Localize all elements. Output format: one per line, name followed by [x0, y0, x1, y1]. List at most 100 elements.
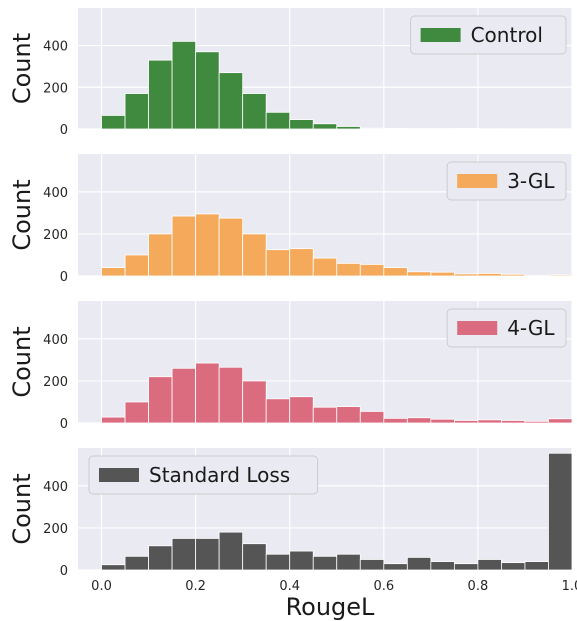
histogram-bar	[383, 417, 408, 424]
histogram-bar	[406, 556, 432, 571]
histogram-bar	[477, 559, 502, 571]
panel-4: 0 200 400 Count Standard Loss 0.0 0.2 0.4 0.6 0.8…	[8, 448, 577, 594]
histogram-bar	[265, 249, 291, 277]
histogram-bar	[524, 561, 549, 571]
histogram-bar	[453, 420, 479, 424]
histogram-bar	[148, 233, 173, 277]
histogram-bar	[242, 93, 267, 130]
y-tick-label: 400	[43, 333, 68, 348]
histogram-bar	[124, 401, 149, 424]
legend: 4-GL	[446, 308, 567, 348]
histogram-bar	[477, 273, 502, 277]
histogram-bar	[383, 267, 408, 277]
y-tick-label: 0	[60, 270, 68, 285]
histogram-bar	[171, 40, 197, 130]
histogram-bar	[218, 366, 244, 424]
histogram-bar	[218, 531, 244, 571]
y-tick-label: 0	[60, 123, 68, 138]
histogram-bar	[242, 233, 267, 277]
x-tick-label: 0.6	[373, 579, 394, 594]
legend-box	[446, 308, 567, 348]
y-axis-label: Count	[8, 179, 36, 250]
histogram-bar	[406, 417, 432, 424]
y-tick-label: 0	[60, 564, 68, 579]
histogram-bar	[336, 553, 361, 571]
x-axis-label: RougeL	[286, 593, 375, 621]
histogram-bar	[171, 367, 197, 424]
histogram-bar	[312, 555, 338, 571]
histogram-bar	[289, 248, 314, 277]
histogram-bar	[383, 127, 408, 130]
panel-3: 0 200 400 Count 4-GL	[8, 301, 573, 432]
legend-label: 4-GL	[507, 316, 555, 340]
legend: Standard Loss	[88, 455, 319, 495]
legend-box	[446, 161, 567, 201]
y-tick-label: 200	[43, 81, 68, 96]
histogram-bar	[289, 396, 314, 424]
histogram-bar	[336, 406, 361, 424]
legend-box	[410, 15, 567, 55]
histogram-bar	[383, 563, 408, 571]
y-axis-label: Count	[8, 473, 36, 544]
histogram-bar	[242, 380, 267, 424]
histogram-bar	[336, 126, 361, 130]
histogram-bar	[218, 72, 244, 130]
histogram-bar	[501, 420, 526, 424]
x-tick-label: 0.4	[279, 579, 300, 594]
histogram-bar	[289, 550, 314, 571]
histogram-bar	[524, 420, 549, 424]
legend-swatch	[99, 468, 139, 482]
histogram-bar	[359, 264, 385, 277]
legend-label: Control	[471, 23, 543, 47]
histogram-bar	[195, 51, 220, 130]
histogram-bar	[336, 262, 361, 277]
y-axis-label: Count	[8, 33, 36, 104]
legend-swatch	[420, 28, 461, 42]
histogram-bar	[430, 271, 455, 277]
histogram-bar	[195, 538, 220, 571]
histogram-bar	[501, 562, 526, 571]
x-tick-label: 0.2	[185, 579, 206, 594]
histogram-bar	[430, 418, 455, 424]
y-tick-label: 200	[43, 522, 68, 537]
legend-label: 3-GL	[507, 169, 555, 193]
histogram-bar	[171, 215, 197, 277]
x-tick-label: 0.8	[468, 579, 489, 594]
histogram-bar	[101, 564, 126, 571]
histogram-bar	[148, 59, 173, 130]
histogram-bar	[453, 127, 479, 130]
histogram-bar	[289, 119, 314, 130]
y-tick-label: 400	[43, 480, 68, 495]
histogram-bar	[148, 376, 173, 424]
legend-label: Standard Loss	[149, 463, 290, 487]
histogram-bar	[101, 115, 126, 130]
y-tick-label: 200	[43, 228, 68, 243]
histogram-bar	[195, 213, 220, 277]
histogram-bar	[548, 418, 573, 424]
histogram-bar	[265, 553, 291, 571]
legend-swatch	[457, 321, 498, 335]
histogram-bar	[359, 559, 385, 571]
histogram-bar	[406, 271, 432, 277]
histogram-bar	[359, 127, 385, 130]
histogram-bar	[312, 406, 338, 424]
histogram-bar	[195, 362, 220, 424]
histogram-bar	[477, 419, 502, 424]
y-axis-label: Count	[8, 326, 36, 397]
histogram-bar	[501, 273, 526, 277]
histogram-bar	[548, 274, 573, 277]
y-tick-label: 0	[60, 417, 68, 432]
legend-box	[88, 455, 319, 495]
histogram-bar	[101, 267, 126, 277]
legend: Control	[410, 15, 567, 55]
y-tick-label: 400	[43, 186, 68, 201]
histogram-bar	[124, 555, 149, 571]
histogram-bar	[242, 543, 267, 571]
x-tick-label: 0.0	[91, 579, 112, 594]
panel-1: 0 200 400 Count Control	[8, 8, 573, 138]
histogram-bar	[548, 452, 573, 571]
histogram-bar	[453, 273, 479, 277]
histogram-bar	[124, 254, 149, 277]
x-tick-label: 1.0	[562, 579, 577, 594]
